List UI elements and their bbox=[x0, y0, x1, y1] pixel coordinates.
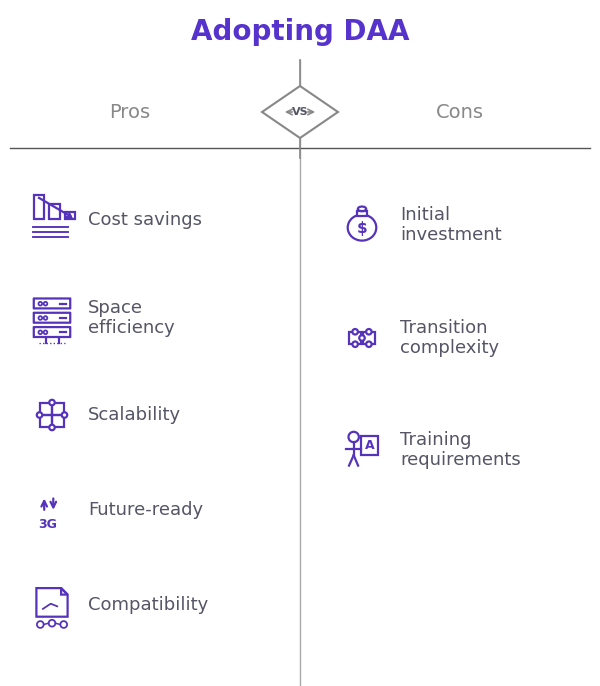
Text: Training
requirements: Training requirements bbox=[400, 431, 521, 469]
Bar bbox=[349, 332, 361, 344]
Polygon shape bbox=[262, 86, 338, 138]
Bar bbox=[362, 332, 375, 344]
Text: Adopting DAA: Adopting DAA bbox=[191, 18, 409, 46]
Bar bbox=[34, 196, 44, 219]
Text: Scalability: Scalability bbox=[88, 406, 181, 424]
Circle shape bbox=[49, 400, 55, 405]
Text: $: $ bbox=[356, 221, 367, 235]
Bar bbox=[65, 212, 76, 219]
Text: 3G: 3G bbox=[38, 518, 58, 531]
Bar bbox=[361, 436, 377, 456]
Text: Compatibility: Compatibility bbox=[88, 596, 208, 614]
Circle shape bbox=[352, 329, 358, 335]
Text: Pros: Pros bbox=[109, 102, 151, 121]
Bar bbox=[40, 415, 52, 427]
Text: Space
efficiency: Space efficiency bbox=[88, 298, 175, 338]
Circle shape bbox=[49, 425, 55, 430]
Bar bbox=[52, 403, 64, 415]
Circle shape bbox=[62, 412, 67, 418]
Text: A: A bbox=[364, 439, 374, 452]
Text: Cost savings: Cost savings bbox=[88, 211, 202, 229]
Text: Initial
investment: Initial investment bbox=[400, 206, 502, 244]
Circle shape bbox=[366, 342, 371, 347]
Bar bbox=[52, 415, 64, 427]
Text: Transition
complexity: Transition complexity bbox=[400, 318, 499, 357]
Circle shape bbox=[359, 335, 365, 341]
Circle shape bbox=[352, 342, 358, 347]
Bar bbox=[40, 403, 52, 415]
Circle shape bbox=[37, 412, 42, 418]
Text: Cons: Cons bbox=[436, 102, 484, 121]
Bar bbox=[357, 211, 367, 216]
Circle shape bbox=[366, 329, 371, 335]
Text: VS: VS bbox=[292, 107, 308, 117]
Text: Future-ready: Future-ready bbox=[88, 501, 203, 519]
Bar bbox=[49, 204, 60, 219]
